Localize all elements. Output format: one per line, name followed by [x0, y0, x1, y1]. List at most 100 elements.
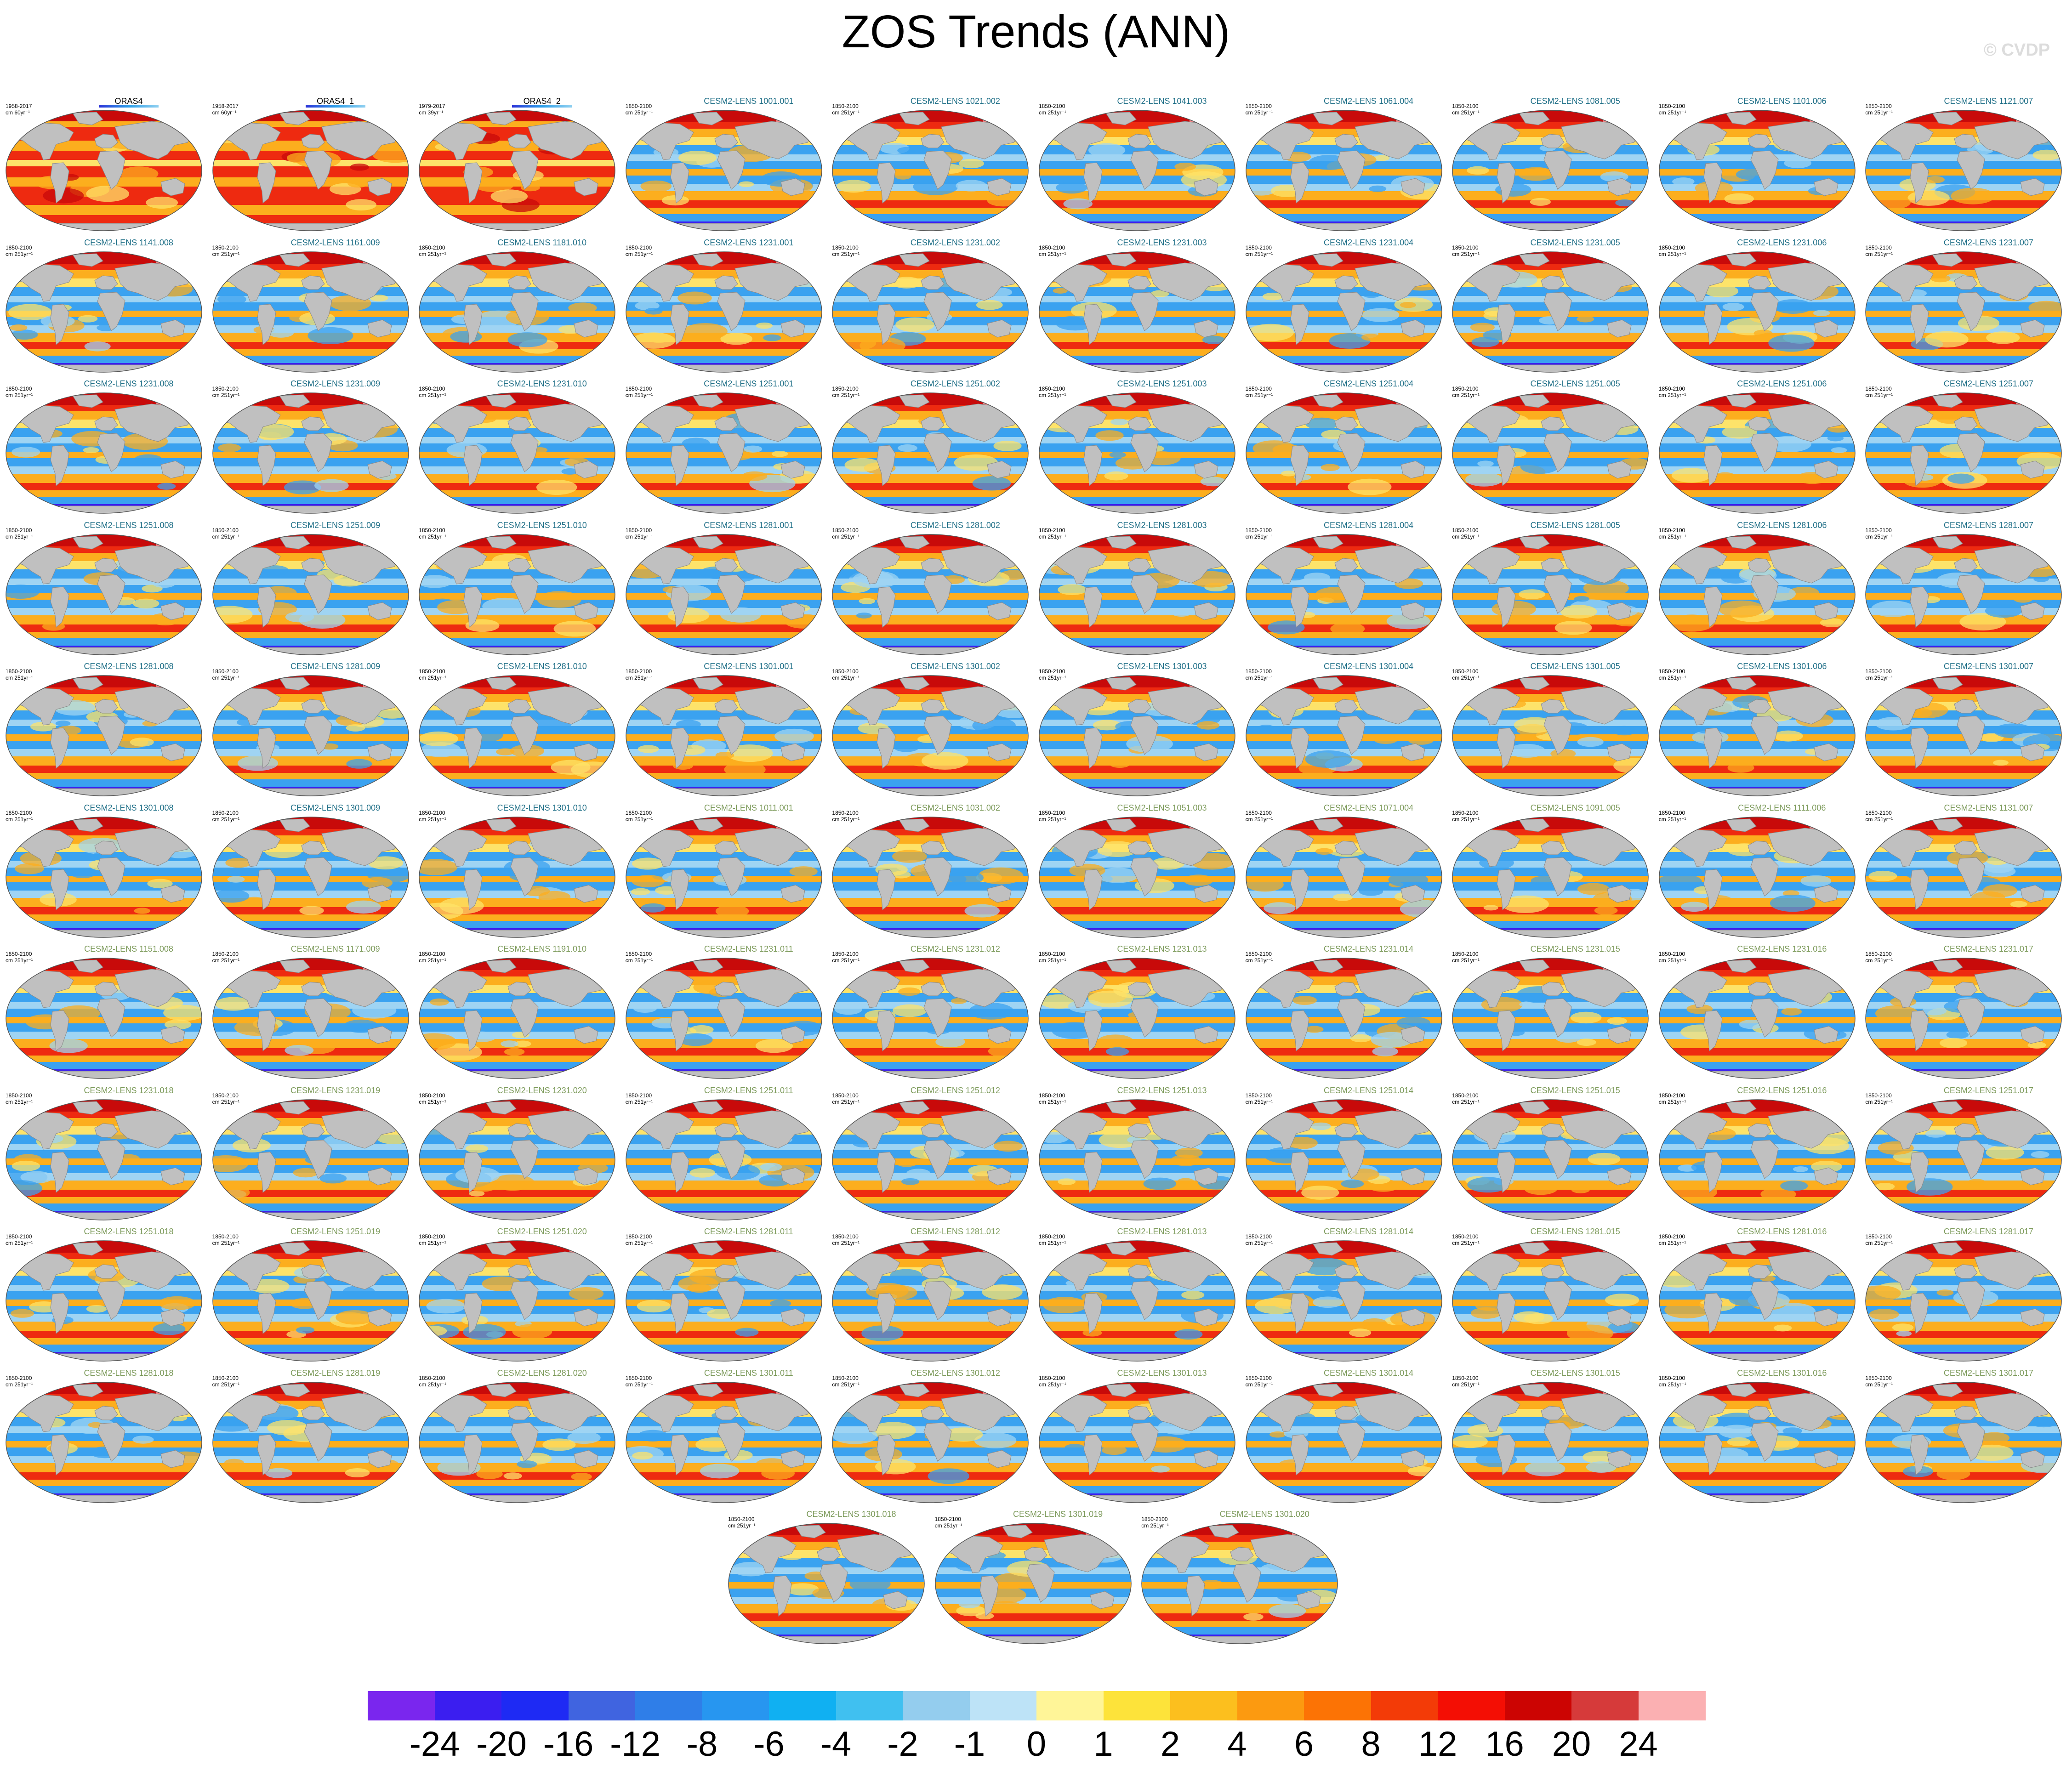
panel-period: 1850-2100 [1039, 527, 1065, 534]
panel-period-units: 1850-2100 cm 251yr⁻¹ [212, 527, 240, 540]
panel-period: 1979-2017 [419, 103, 445, 109]
global-map [6, 1381, 202, 1503]
map-panel: CESM2-LENS 1281.015 1850-2100 cm 251yr⁻¹ [1451, 1227, 1651, 1365]
panel-period-units: 1850-2100 cm 251yr⁻¹ [832, 103, 860, 116]
global-map [1865, 110, 2062, 231]
panel-title: CESM2-LENS 1231.020 [497, 1085, 587, 1095]
global-map [1245, 534, 1442, 655]
panel-period-units: 1850-2100 cm 251yr⁻¹ [1865, 1375, 1893, 1388]
panel-title: CESM2-LENS 1281.001 [704, 520, 794, 530]
panel-period-units: 1850-2100 cm 251yr⁻¹ [626, 951, 653, 964]
panel-period: 1850-2100 [1658, 951, 1685, 957]
panel-units: cm 251yr⁻¹ [1245, 1098, 1273, 1105]
global-map [1659, 1381, 1856, 1503]
panel-period-units: 1850-2100 cm 251yr⁻¹ [1246, 1375, 1273, 1388]
colorbar-tick-label: 6 [1294, 1725, 1314, 1764]
panel-period-units: 1850-2100 cm 251yr⁻¹ [1452, 951, 1480, 964]
panel-period-units: 1850-2100 cm 251yr⁻¹ [1246, 1233, 1273, 1246]
panel-title: CESM2-LENS 1231.012 [910, 944, 1000, 954]
map-panel: CESM2-LENS 1281.013 1850-2100 cm 251yr⁻¹ [1038, 1227, 1238, 1365]
panel-units: cm 251yr⁻¹ [1865, 109, 1893, 116]
panel-period-units: 1850-2100 cm 251yr⁻¹ [1865, 386, 1893, 398]
global-map [1659, 1099, 1856, 1220]
panel-period-units: 1850-2100 cm 251yr⁻¹ [935, 1516, 962, 1529]
global-map [6, 816, 202, 938]
panel-period-units: 1850-2100 cm 251yr⁻¹ [1452, 527, 1480, 540]
panel-title: CESM2-LENS 1231.019 [290, 1085, 381, 1095]
panel-units: cm 251yr⁻¹ [6, 250, 33, 257]
panel-period-units: 1850-2100 cm 251yr⁻¹ [1039, 386, 1066, 398]
panel-period: 1850-2100 [625, 668, 652, 675]
panel-period-units: 1850-2100 cm 251yr⁻¹ [1246, 103, 1273, 116]
panel-period-units: 1850-2100 cm 251yr⁻¹ [212, 1233, 240, 1246]
panel-period: 1850-2100 [1245, 1092, 1272, 1099]
panel-period-units: 1850-2100 cm 251yr⁻¹ [832, 668, 860, 681]
panel-title: CESM2-LENS 1251.016 [1737, 1085, 1827, 1095]
panel-period-units: 1850-2100 cm 251yr⁻¹ [626, 103, 653, 116]
colorbar-tick-label: 24 [1619, 1725, 1658, 1764]
panel-units: cm 251yr⁻¹ [1865, 533, 1893, 540]
panel-units: cm 251yr⁻¹ [1658, 533, 1686, 540]
panel-title: CESM2-LENS 1301.019 [1013, 1510, 1103, 1519]
panel-units: cm 251yr⁻¹ [212, 957, 240, 964]
panel-units: cm 251yr⁻¹ [6, 957, 33, 964]
panel-units: cm 251yr⁻¹ [6, 392, 33, 398]
panel-period-units: 1850-2100 cm 251yr⁻¹ [1865, 103, 1893, 116]
global-map [212, 1099, 409, 1220]
panel-units: cm 251yr⁻¹ [1658, 109, 1686, 116]
global-map [6, 1240, 202, 1362]
panel-title: CESM2-LENS 1231.008 [84, 379, 174, 388]
global-map [1659, 110, 1856, 231]
panel-units: cm 251yr⁻¹ [1658, 1381, 1686, 1388]
panel-period-units: 1850-2100 cm 251yr⁻¹ [1659, 810, 1686, 823]
panel-units: cm 251yr⁻¹ [1245, 250, 1273, 257]
panel-title: CESM2-LENS 1251.018 [84, 1227, 174, 1236]
global-map [419, 1099, 615, 1220]
panel-units: cm 251yr⁻¹ [832, 675, 860, 681]
map-panel: CESM2-LENS 1281.019 1850-2100 cm 251yr⁻¹ [211, 1368, 412, 1506]
colorbar-tick-label: 2 [1160, 1725, 1180, 1764]
panel-period: 1850-2100 [212, 668, 239, 675]
map-panel: CESM2-LENS 1231.001 1850-2100 cm 251yr⁻¹ [625, 238, 825, 376]
map-panel: CESM2-LENS 1301.006 1850-2100 cm 251yr⁻¹ [1658, 662, 1858, 800]
panel-units: cm 251yr⁻¹ [832, 1240, 860, 1246]
panel-units: cm 251yr⁻¹ [1452, 392, 1480, 398]
global-map [832, 675, 1029, 796]
panel-units: cm 251yr⁻¹ [212, 250, 240, 257]
panel-period-units: 1850-2100 cm 251yr⁻¹ [1246, 810, 1273, 823]
map-panel: CESM2-LENS 1301.002 1850-2100 cm 251yr⁻¹ [831, 662, 1031, 800]
map-panel: CESM2-LENS 1021.002 1850-2100 cm 251yr⁻¹ [831, 96, 1031, 234]
panel-period-units: 1850-2100 cm 251yr⁻¹ [419, 1092, 446, 1105]
panel-title: ORAS4 [114, 96, 143, 106]
panel-period-units: 1850-2100 cm 251yr⁻¹ [1659, 668, 1686, 681]
colorbar-swatch [434, 1691, 502, 1720]
panel-units: cm 251yr⁻¹ [1245, 957, 1273, 964]
panel-title: CESM2-LENS 1281.012 [910, 1227, 1000, 1236]
panel-period: 1850-2100 [6, 951, 32, 957]
panel-period: 1850-2100 [1452, 244, 1479, 251]
map-panel: CESM2-LENS 1301.010 1850-2100 cm 251yr⁻¹ [418, 803, 618, 941]
panel-period-units: 1850-2100 cm 251yr⁻¹ [832, 951, 860, 964]
map-panel: CESM2-LENS 1231.020 1850-2100 cm 251yr⁻¹ [418, 1086, 618, 1224]
panel-units: cm 251yr⁻¹ [1865, 392, 1893, 398]
panel-period-units: 1850-2100 cm 251yr⁻¹ [1659, 1375, 1686, 1388]
map-panel: CESM2-LENS 1081.005 1850-2100 cm 251yr⁻¹ [1451, 96, 1651, 234]
map-panel: CESM2-LENS 1301.019 1850-2100 cm 251yr⁻¹ [934, 1510, 1134, 1647]
global-map [1039, 534, 1235, 655]
panel-title: CESM2-LENS 1091.005 [1530, 803, 1620, 812]
global-map [934, 1523, 1132, 1644]
panel-units: cm 251yr⁻¹ [419, 533, 446, 540]
panel-title: CESM2-LENS 1111.006 [1738, 803, 1826, 812]
global-map [1039, 1099, 1235, 1220]
panel-title: CESM2-LENS 1031.002 [910, 803, 1000, 812]
map-panel: CESM2-LENS 1281.010 1850-2100 cm 251yr⁻¹ [418, 662, 618, 800]
panel-period: 1850-2100 [419, 668, 445, 675]
panel-period: 1850-2100 [1452, 386, 1479, 392]
panel-period: 1850-2100 [6, 668, 32, 675]
panel-title: CESM2-LENS 1301.006 [1737, 662, 1827, 671]
panel-title-underline [512, 105, 572, 108]
panel-period: 1850-2100 [1245, 527, 1272, 534]
global-map [832, 1381, 1029, 1503]
global-map [626, 251, 822, 373]
panel-period-units: 1850-2100 cm 251yr⁻¹ [626, 668, 653, 681]
